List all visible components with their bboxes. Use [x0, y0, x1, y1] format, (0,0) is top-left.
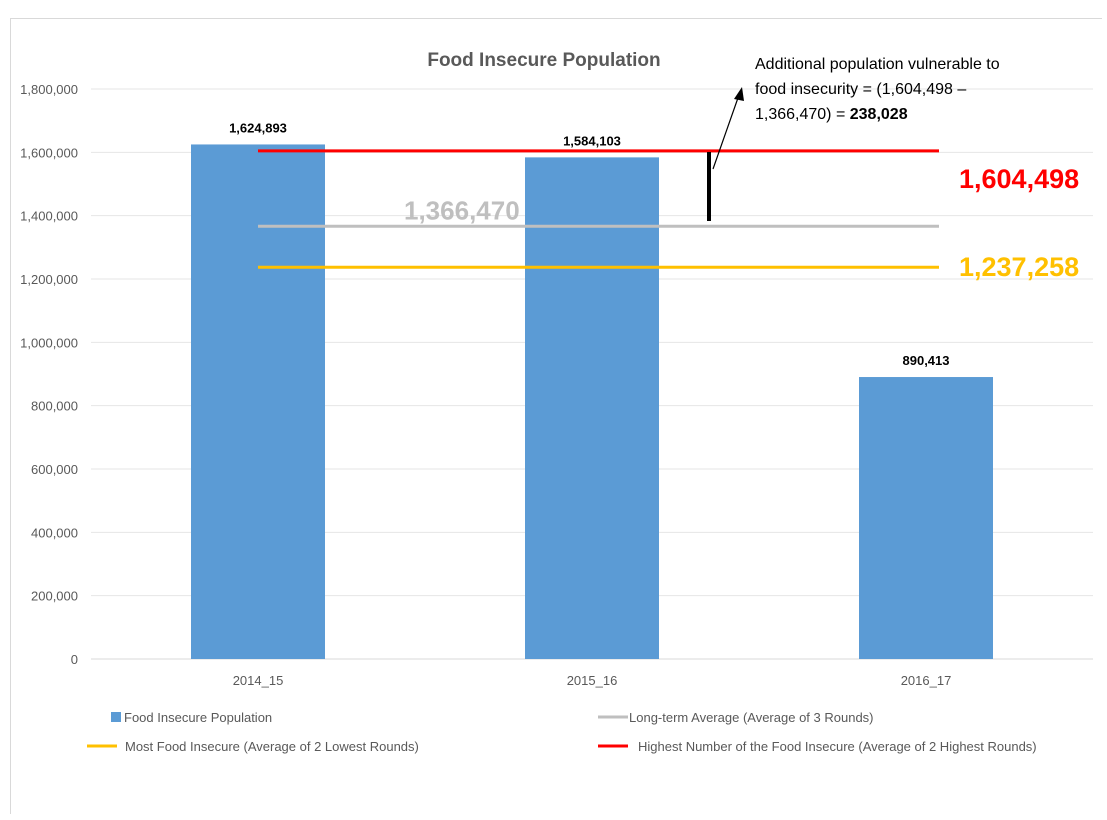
y-tick-label: 400,000 [31, 525, 78, 540]
y-tick-label: 600,000 [31, 462, 78, 477]
y-tick-label: 200,000 [31, 589, 78, 604]
bar-data-label: 1,624,893 [229, 120, 287, 135]
y-tick-label: 1,000,000 [20, 335, 78, 350]
chart-frame: Food Insecure Population 0 200,000 400,000… [10, 18, 1102, 814]
legend-label-highest-number: Highest Number of the Food Insecure (Ave… [638, 739, 1037, 754]
legend-label-most-food-insecure: Most Food Insecure (Average of 2 Lowest … [125, 739, 419, 754]
legend-item-most-food-insecure: Most Food Insecure (Average of 2 Lowest … [87, 739, 419, 754]
annotation-line-3: 1,366,470) = 238,028 [755, 106, 908, 123]
data-label-layer: 1,624,893 1,584,103 890,413 1,366,470 1,237,… [229, 120, 1079, 368]
chart-title: Food Insecure Population [427, 50, 660, 71]
reference-line-label: 1,366,470 [404, 195, 520, 225]
legend-label-long-term-average: Long-term Average (Average of 3 Rounds) [629, 710, 874, 725]
y-axis-ticks: 0 200,000 400,000 600,000 800,000 1,000,000 1,… [20, 82, 78, 667]
annotation-line-1: Additional population vulnerable to [755, 56, 1000, 73]
x-axis-ticks: 2014_15 2015_16 2016_17 [233, 673, 952, 688]
annotation: Additional population vulnerable to food… [707, 56, 1000, 221]
bar [191, 144, 325, 659]
y-tick-label: 1,600,000 [20, 145, 78, 160]
y-tick-label: 0 [71, 652, 78, 667]
legend-swatch-bars [111, 712, 121, 722]
reference-line-label: 1,604,498 [959, 164, 1079, 194]
annotation-line-3-prefix: 1,366,470) = [755, 106, 850, 123]
reference-line-layer [258, 149, 939, 269]
legend: Food Insecure Population Long-term Avera… [87, 710, 1037, 754]
annotation-arrowhead [734, 87, 744, 101]
x-tick-label: 2016_17 [901, 673, 952, 688]
chart-svg: Food Insecure Population 0 200,000 400,000… [20, 50, 1093, 754]
y-tick-label: 1,800,000 [20, 82, 78, 97]
annotation-line-3-value: 238,028 [850, 106, 908, 123]
bar [525, 157, 659, 660]
legend-label-bars: Food Insecure Population [124, 710, 272, 725]
bar-data-label: 1,584,103 [563, 133, 621, 148]
annotation-arrow [712, 94, 740, 170]
reference-line-label: 1,237,258 [959, 252, 1079, 282]
bar-data-label: 890,413 [903, 353, 950, 368]
y-tick-label: 1,200,000 [20, 272, 78, 287]
bar [859, 377, 993, 659]
annotation-line-2: food insecurity = (1,604,498 – [755, 81, 966, 98]
x-tick-label: 2014_15 [233, 673, 284, 688]
legend-item-bars: Food Insecure Population [111, 710, 272, 725]
x-tick-label: 2015_16 [567, 673, 618, 688]
y-tick-label: 1,400,000 [20, 209, 78, 224]
bar-layer [191, 144, 993, 660]
legend-item-long-term-average: Long-term Average (Average of 3 Rounds) [598, 710, 874, 725]
legend-item-highest-number: Highest Number of the Food Insecure (Ave… [598, 739, 1037, 754]
y-tick-label: 800,000 [31, 399, 78, 414]
